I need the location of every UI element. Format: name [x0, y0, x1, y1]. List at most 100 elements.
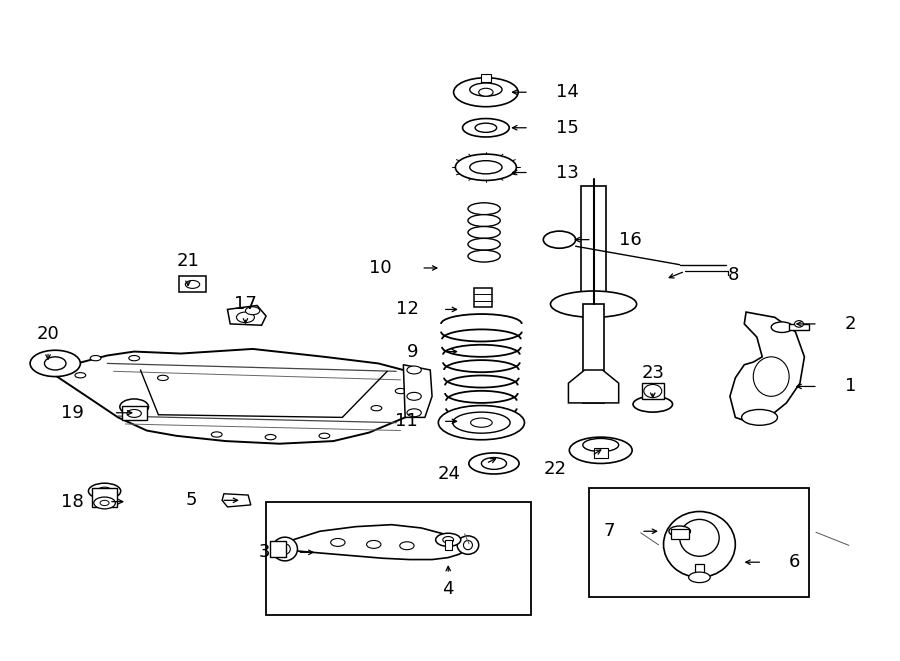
Bar: [789, 324, 809, 330]
Text: 13: 13: [556, 163, 579, 182]
Text: 10: 10: [369, 259, 392, 277]
Bar: [474, 288, 492, 307]
Ellipse shape: [395, 389, 406, 394]
Ellipse shape: [212, 432, 222, 437]
Ellipse shape: [407, 393, 421, 401]
Text: 11: 11: [395, 412, 418, 430]
Bar: [92, 488, 117, 507]
Ellipse shape: [470, 83, 502, 96]
Bar: [122, 406, 147, 420]
Ellipse shape: [97, 487, 112, 495]
Bar: [590, 488, 809, 597]
Polygon shape: [275, 525, 468, 560]
Ellipse shape: [366, 541, 381, 549]
Ellipse shape: [688, 572, 710, 582]
Ellipse shape: [482, 457, 507, 469]
Ellipse shape: [468, 251, 500, 262]
Text: 24: 24: [437, 465, 461, 483]
Text: 18: 18: [61, 492, 84, 511]
Ellipse shape: [75, 373, 86, 378]
Ellipse shape: [464, 541, 472, 550]
Ellipse shape: [407, 408, 421, 416]
Ellipse shape: [468, 215, 500, 227]
Ellipse shape: [468, 203, 500, 215]
Text: 21: 21: [176, 252, 200, 270]
Ellipse shape: [742, 409, 778, 425]
Text: 1: 1: [845, 377, 856, 395]
Ellipse shape: [463, 118, 509, 137]
Polygon shape: [228, 305, 266, 325]
Ellipse shape: [453, 412, 510, 433]
Text: 22: 22: [544, 460, 567, 478]
Text: 19: 19: [61, 404, 84, 422]
Ellipse shape: [127, 409, 141, 417]
Ellipse shape: [237, 312, 255, 323]
Polygon shape: [57, 349, 427, 444]
Ellipse shape: [100, 500, 109, 506]
Ellipse shape: [120, 399, 148, 414]
Bar: [642, 383, 663, 399]
Bar: [481, 75, 491, 83]
Ellipse shape: [371, 406, 382, 410]
Bar: [179, 276, 206, 292]
Ellipse shape: [663, 512, 735, 577]
Text: 2: 2: [845, 315, 856, 333]
Ellipse shape: [633, 397, 672, 412]
Ellipse shape: [475, 123, 497, 132]
Ellipse shape: [443, 537, 454, 543]
Text: 6: 6: [789, 553, 800, 571]
Ellipse shape: [469, 453, 519, 474]
Text: 4: 4: [443, 580, 454, 598]
Ellipse shape: [455, 154, 517, 180]
Ellipse shape: [771, 322, 793, 332]
Ellipse shape: [471, 418, 492, 427]
Ellipse shape: [94, 497, 115, 509]
Polygon shape: [403, 365, 432, 417]
Polygon shape: [222, 494, 251, 507]
Ellipse shape: [583, 438, 618, 451]
Text: 15: 15: [556, 119, 579, 137]
Polygon shape: [569, 370, 618, 403]
Bar: [670, 529, 688, 539]
Ellipse shape: [158, 375, 168, 381]
Ellipse shape: [468, 239, 500, 251]
Text: 16: 16: [618, 231, 642, 249]
Text: 23: 23: [642, 364, 664, 382]
Text: 12: 12: [396, 301, 418, 319]
Ellipse shape: [436, 533, 461, 547]
Ellipse shape: [266, 434, 276, 440]
Ellipse shape: [669, 526, 690, 537]
Ellipse shape: [44, 357, 66, 370]
Text: 9: 9: [407, 342, 418, 360]
Text: 14: 14: [556, 83, 579, 101]
Ellipse shape: [454, 78, 518, 106]
Bar: [695, 564, 704, 577]
Ellipse shape: [570, 437, 632, 463]
Bar: [266, 502, 531, 615]
Bar: [581, 186, 606, 304]
Ellipse shape: [544, 231, 576, 249]
Ellipse shape: [185, 280, 200, 288]
Ellipse shape: [400, 542, 414, 550]
Ellipse shape: [479, 89, 493, 96]
Ellipse shape: [280, 544, 291, 555]
Bar: [583, 304, 604, 403]
Text: 7: 7: [604, 522, 615, 540]
Text: 3: 3: [259, 543, 271, 561]
Polygon shape: [730, 312, 805, 422]
Bar: [445, 540, 452, 550]
Ellipse shape: [129, 356, 140, 361]
Ellipse shape: [90, 356, 101, 361]
Ellipse shape: [470, 161, 502, 174]
Text: 20: 20: [37, 325, 59, 343]
Ellipse shape: [246, 307, 260, 315]
Ellipse shape: [551, 291, 636, 317]
Ellipse shape: [407, 366, 421, 374]
Text: 8: 8: [728, 266, 740, 284]
Bar: [270, 541, 286, 557]
Ellipse shape: [753, 357, 789, 397]
Ellipse shape: [468, 227, 500, 239]
Text: 5: 5: [185, 491, 197, 510]
Ellipse shape: [644, 385, 662, 398]
Ellipse shape: [330, 539, 345, 547]
